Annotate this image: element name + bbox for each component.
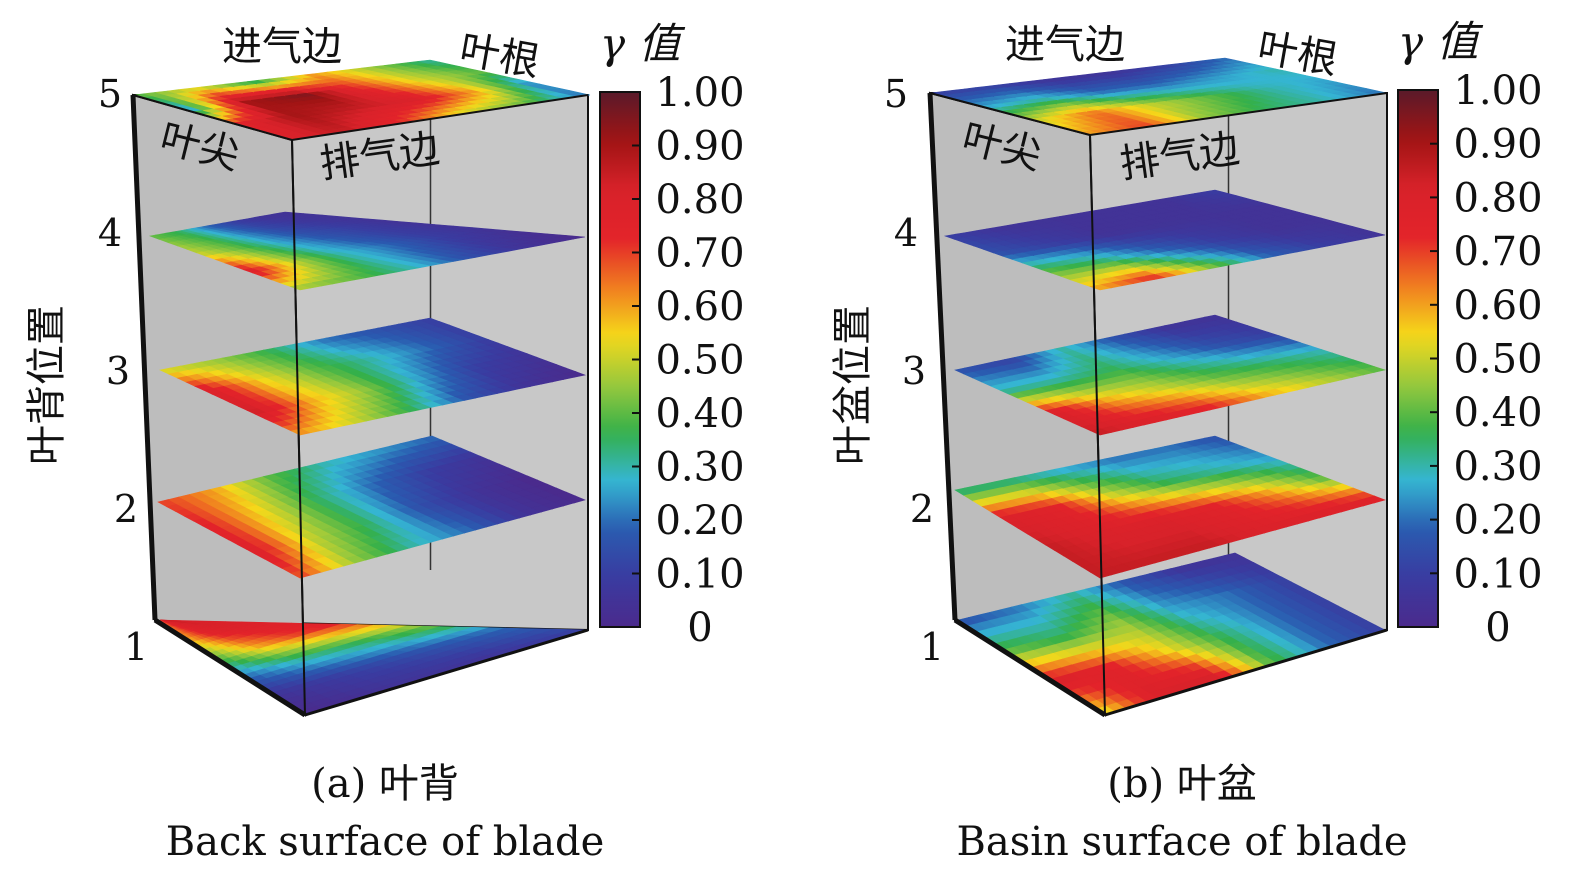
level-tick-1: 1 xyxy=(124,625,148,669)
caption-cn: (a) 叶背 xyxy=(311,761,459,807)
colorbar-tick-label: 0.30 xyxy=(655,445,744,491)
colorbar-tick-label: 0.50 xyxy=(655,338,744,384)
slice-level-4 xyxy=(148,211,586,291)
colorbar-tick-label: 0.40 xyxy=(655,391,744,437)
level-tick-4: 4 xyxy=(98,211,122,255)
slice-level-2 xyxy=(157,435,586,579)
colorbar-tick-label: 0.90 xyxy=(655,124,744,170)
y-axis-label: 叶盆位置 xyxy=(830,305,876,465)
level-tick-4: 4 xyxy=(894,211,918,255)
panel-back-surface: 进气边 叶根 叶尖 排气边 叶背位置 5 4 3 2 1 γ 值 1.000.9… xyxy=(24,19,745,865)
colorbar-tick-label: 0.90 xyxy=(1453,122,1542,168)
level-tick-3: 3 xyxy=(902,349,926,393)
colorbar-tick-label: 0.80 xyxy=(655,177,744,223)
colorbar-tick-label: 0.20 xyxy=(655,498,744,544)
colorbar-title: γ 值 xyxy=(600,19,685,68)
colorbar: 1.00 0.90 0.80 0.70 0.60 0.50 0.40 0.30 0.20 0.10… xyxy=(599,70,745,651)
inlet-edge-label: 进气边 xyxy=(222,24,342,70)
level-tick-5: 5 xyxy=(884,72,908,116)
colorbar: 1.00 0.90 0.80 0.70 0.60 0.50 0.40 0.30 0.20 0.10… xyxy=(1397,68,1543,651)
colorbar-tick-label: 0.30 xyxy=(1453,444,1542,490)
level-tick-3: 3 xyxy=(106,349,130,393)
slice-level-3 xyxy=(159,317,587,436)
slice-cell xyxy=(563,495,586,504)
panel-basin-surface: 进气边 叶根 叶尖 排气边 叶盆位置 5 4 3 2 1 γ 值 1.000.9… xyxy=(830,17,1543,865)
colorbar-tick-label: 0.70 xyxy=(655,231,744,277)
colorbar-tick-label: 1.00 xyxy=(655,70,744,116)
colorbar-tick-label: 0.60 xyxy=(655,284,744,330)
level-tick-2: 2 xyxy=(910,487,934,531)
colorbar-tick-label: 0 xyxy=(687,605,712,651)
colorbar-tick-label: 0.20 xyxy=(1453,498,1542,544)
caption-en: Basin surface of blade xyxy=(956,819,1407,865)
colorbar-tick-label: 0.40 xyxy=(1453,390,1542,436)
slice-level-1 xyxy=(159,619,589,716)
inlet-edge-label: 进气边 xyxy=(1005,22,1125,68)
colorbar-tick-label: 0.10 xyxy=(655,552,744,598)
level-tick-1: 1 xyxy=(920,625,944,669)
colorbar-tick-label: 1.00 xyxy=(1453,68,1542,114)
slice-cell xyxy=(563,371,587,378)
caption-cn: (b) 叶盆 xyxy=(1107,761,1257,807)
y-axis-label: 叶背位置 xyxy=(24,305,70,465)
colorbar-tick-label: 0.80 xyxy=(1453,175,1542,221)
caption-en: Back surface of blade xyxy=(166,819,605,865)
level-tick-2: 2 xyxy=(114,487,138,531)
colorbar-title: γ 值 xyxy=(1398,17,1483,66)
colorbar-tick-label: 0.70 xyxy=(1453,229,1542,275)
colorbar-tick-label: 0 xyxy=(1485,605,1510,651)
colorbar-tick-label: 0.50 xyxy=(1453,337,1542,383)
colorbar-tick-label: 0.60 xyxy=(1453,283,1542,329)
colorbar-tick-label: 0.10 xyxy=(1453,551,1542,597)
level-tick-5: 5 xyxy=(98,72,122,116)
